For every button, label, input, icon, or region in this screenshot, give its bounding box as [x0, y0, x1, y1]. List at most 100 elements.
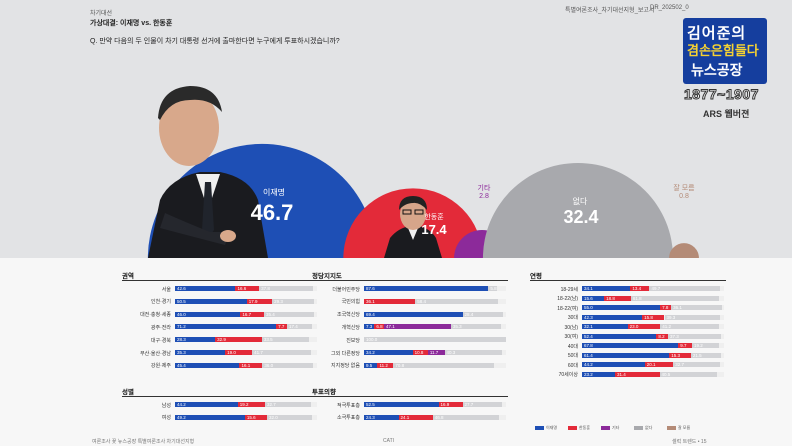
bar-segment: 32.9 [215, 337, 262, 343]
bar-segment: 44.2 [582, 362, 645, 367]
row-label: 서울 [161, 286, 171, 293]
bar-segment: 49.2 [175, 414, 245, 420]
bar-segment: 46.0 [175, 311, 241, 317]
bar-segment: 55.0 [582, 305, 661, 310]
bar-segment: 7.3 [364, 324, 375, 330]
row-label: 18-29세 [560, 286, 578, 293]
footer-right: 셀럭 트렌드 • 15 [672, 439, 707, 445]
bar-segment: 17.9 [246, 298, 273, 304]
bar-segment: 37.3 [668, 333, 721, 339]
unknown-value-label: 0.8 [679, 193, 689, 200]
row-label: 50대 [567, 353, 578, 359]
bar-segment: 36.1 [671, 305, 723, 310]
bar-segment: 20.1 [644, 362, 674, 367]
row-label: 소극투표층 [336, 415, 360, 422]
row-label: 남성 [161, 402, 171, 409]
legend-swatch [568, 426, 577, 430]
bar-segment: 15.3 [669, 352, 691, 358]
bar-segment: 5.8 [488, 286, 497, 291]
bar-segment: 18.8 [604, 295, 631, 301]
bar-segment: 34.2 [364, 350, 413, 355]
bar-segment: 50.5 [175, 298, 247, 304]
bar-segment: 17.4 [287, 324, 312, 330]
logo-line1: 김어준의 [687, 25, 747, 42]
row-label: 조국혁신당 [336, 312, 360, 319]
chart-top-area: 차기대선 가상대결: 이재명 vs. 한동훈 Q. 만약 다음의 두 인물이 차… [0, 0, 792, 258]
none-bubble [482, 162, 674, 258]
bar-segment: 10.8 [412, 350, 428, 355]
bar-segment: 19.0 [225, 350, 253, 355]
bar-segment: 41.2 [660, 324, 719, 329]
row-label: 18-22(여) [557, 305, 578, 312]
unknown-bubble [669, 243, 699, 258]
row-label: 강원·제주 [150, 363, 171, 370]
bar-segment: 61.4 [582, 352, 670, 358]
row-label: 그외 다른정당 [331, 350, 360, 357]
bar-segment: 13.4 [630, 286, 650, 291]
bar-segment: 71.2 [175, 324, 277, 330]
bar-segment: 16.7 [240, 311, 265, 317]
footer-left: 여론조사 꽃 뉴스공장 특별여론조사 차기대선지형 [92, 439, 195, 445]
row-label: 국민의힘 [341, 299, 360, 306]
bar-segment: 24.3 [364, 414, 399, 420]
bar-segment: 21.5 [690, 352, 722, 358]
bar-segment: 69.4 [364, 311, 463, 317]
legend-label: 없다 [645, 425, 653, 430]
unknown-name-label: 잘 모름 [673, 185, 695, 192]
bar-segment: 11.7 [427, 350, 445, 355]
row-label: 30(남) [564, 324, 579, 331]
legend-label: 한동훈 [579, 425, 591, 430]
bar-segment: 16.9 [438, 402, 463, 407]
bar-segment: 46.8 [432, 414, 500, 420]
row-label: 개혁신당 [341, 324, 360, 331]
none-value-label: 32.4 [563, 207, 599, 227]
bar-segment: 16.6 [235, 286, 260, 291]
row-label: 30(여) [564, 334, 579, 340]
bar-segment: 35.4 [264, 311, 315, 317]
bar-segment: 39.3 [664, 314, 721, 320]
row-label: 대구·경북 [150, 337, 171, 344]
bar-segment: 42.6 [175, 286, 236, 291]
han-portrait-image [384, 196, 442, 258]
bar-segment: 70.8 [393, 362, 494, 368]
bar-segment: 29.3 [272, 298, 314, 304]
bar-segment: 8.2 [656, 333, 669, 339]
panel-divider [312, 280, 508, 281]
logo-line2: 겸손은힘들다 [687, 43, 759, 58]
bar-segment: 28.4 [462, 311, 503, 317]
row-label: 인천·경기 [150, 299, 171, 306]
bar-segment: 7.8 [660, 305, 672, 310]
row-label: 대전·충청·세종 [140, 312, 171, 319]
han-value-label: 17.4 [421, 222, 447, 237]
legend-swatch [601, 426, 610, 430]
bar-segment: 40.5 [659, 371, 718, 377]
bar-segment: 24.1 [398, 414, 433, 420]
logo-line3: 뉴스공장 [691, 62, 743, 78]
bar-segment: 36.1 [364, 298, 416, 304]
panel-divider [122, 280, 318, 281]
panel-divider [530, 280, 726, 281]
show-logo: 김어준의 겸손은힘들다 뉴스공장 [683, 18, 767, 84]
survey-question: Q. 만약 다음의 두 인물이 차기 대통령 선거에 출마한다면 누구에게 투표… [90, 38, 340, 45]
row-label: 광주·전라 [150, 324, 171, 331]
bar-segment: 41.7 [252, 350, 312, 355]
bar-segment: 35.3 [175, 350, 226, 355]
bar-segment: 58.4 [415, 298, 499, 304]
section-label: 차기대선 [90, 11, 113, 17]
row-label: 진보당 [346, 337, 360, 344]
legend-swatch [634, 426, 643, 430]
page-title: 가상대결: 이재명 vs. 한동훈 [90, 20, 173, 27]
legend-label: 기타 [612, 425, 620, 430]
bar-segment: 87.6 [364, 286, 489, 291]
han-name-label: 한동훈 [424, 214, 444, 221]
bar-segment: 28.3 [175, 337, 216, 343]
bar-segment: 7.7 [276, 324, 288, 330]
bar-segment: 15.8 [642, 314, 665, 320]
legend-swatch [535, 426, 544, 430]
bar-segment: 33.5 [261, 337, 310, 343]
legend-label: 잘 모름 [678, 425, 691, 430]
bar-segment: 34.1 [582, 286, 631, 291]
panel-title: 성별 [122, 389, 134, 396]
bar-segment: 52.4 [582, 333, 657, 339]
bar-segment: 6.8 [374, 324, 384, 330]
